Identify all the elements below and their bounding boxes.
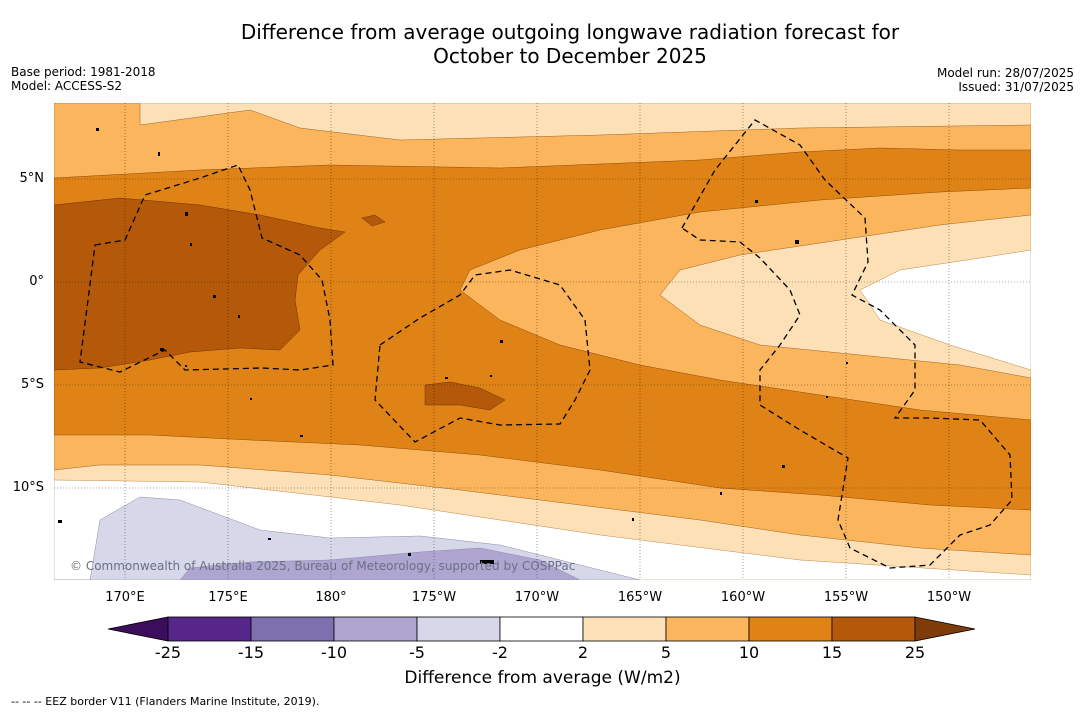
colorbar-segment: [582, 616, 667, 642]
map-contours: [54, 103, 1031, 580]
colorbar-segment: [665, 616, 750, 642]
colorbar-tick-label: -5: [409, 643, 425, 662]
eez-border-central: [374, 269, 591, 443]
lon-label-170e: 170°E: [105, 590, 145, 605]
base-period: Base period: 1981-2018: [11, 65, 156, 79]
colorbar-segment: [250, 616, 335, 642]
meta-left: Base period: 1981-2018 Model: ACCESS-S2: [11, 65, 156, 93]
contour-15-25-small-2: [361, 214, 386, 227]
colorbar-segment: [416, 616, 501, 642]
lon-label-165w: 165°W: [617, 590, 663, 605]
lon-label-180: 180°: [315, 590, 347, 605]
lat-label-5s: 5°S: [20, 377, 44, 392]
lat-label-5n: 5°N: [19, 171, 45, 186]
colorbar-label: Difference from average (W/m2): [404, 668, 681, 688]
colorbar-tick-label: -2: [492, 643, 508, 662]
colorbar-tick-label: -25: [154, 643, 182, 662]
meta-right: Model run: 28/07/2025 Issued: 31/07/2025: [937, 66, 1074, 94]
eez-footnote: -- -- -- EEZ border V11 (Flanders Marine…: [11, 695, 320, 708]
model-run: Model run: 28/07/2025: [936, 66, 1074, 80]
lon-label-160w: 160°W: [720, 590, 766, 605]
colorbar-segment: [831, 616, 916, 642]
copyright-notice: © Commonwealth of Australia 2025, Bureau…: [70, 559, 576, 573]
colorbar: [107, 616, 976, 642]
colorbar-arrow-low: [107, 616, 169, 642]
contour-15-25: [54, 197, 346, 371]
lon-label-170w: 170°W: [514, 590, 560, 605]
title-line-1: Difference from average outgoing longwav…: [240, 20, 900, 44]
lon-label-175w: 175°W: [411, 590, 457, 605]
colorbar-tick-label: -15: [237, 643, 265, 662]
contour-minus5-10: [179, 547, 581, 580]
colorbar-tick-label: -10: [320, 643, 348, 662]
colorbar-arrow-high: [914, 616, 976, 642]
issued-date: Issued: 31/07/2025: [958, 80, 1074, 94]
colorbar-tick-label: 15: [821, 643, 843, 662]
eez-border-east: [681, 119, 1013, 569]
lon-label-155w: 155°W: [823, 590, 869, 605]
lon-label-175e: 175°E: [208, 590, 248, 605]
lon-label-150w: 150°W: [926, 590, 972, 605]
lat-label-0: 0°: [29, 274, 44, 289]
model-name: Model: ACCESS-S2: [11, 79, 123, 93]
title-line-2: October to December 2025: [433, 44, 707, 68]
colorbar-segment: [499, 616, 584, 642]
colorbar-tick-label: 2: [577, 643, 589, 662]
colorbar-tick-label: 10: [738, 643, 760, 662]
colorbar-segment: [748, 616, 833, 642]
colorbar-tick-label: 5: [660, 643, 672, 662]
chart-title: Difference from average outgoing longwav…: [160, 20, 980, 68]
colorbar-tick-label: 25: [904, 643, 926, 662]
eez-border-west: [79, 164, 334, 373]
island-markers: [58, 128, 848, 564]
colorbar-segment: [333, 616, 418, 642]
lat-label-10s: 10°S: [12, 480, 44, 495]
colorbar-segment: [167, 616, 252, 642]
contour-15-25-small-1: [424, 381, 506, 411]
gridlines: [54, 103, 1031, 580]
